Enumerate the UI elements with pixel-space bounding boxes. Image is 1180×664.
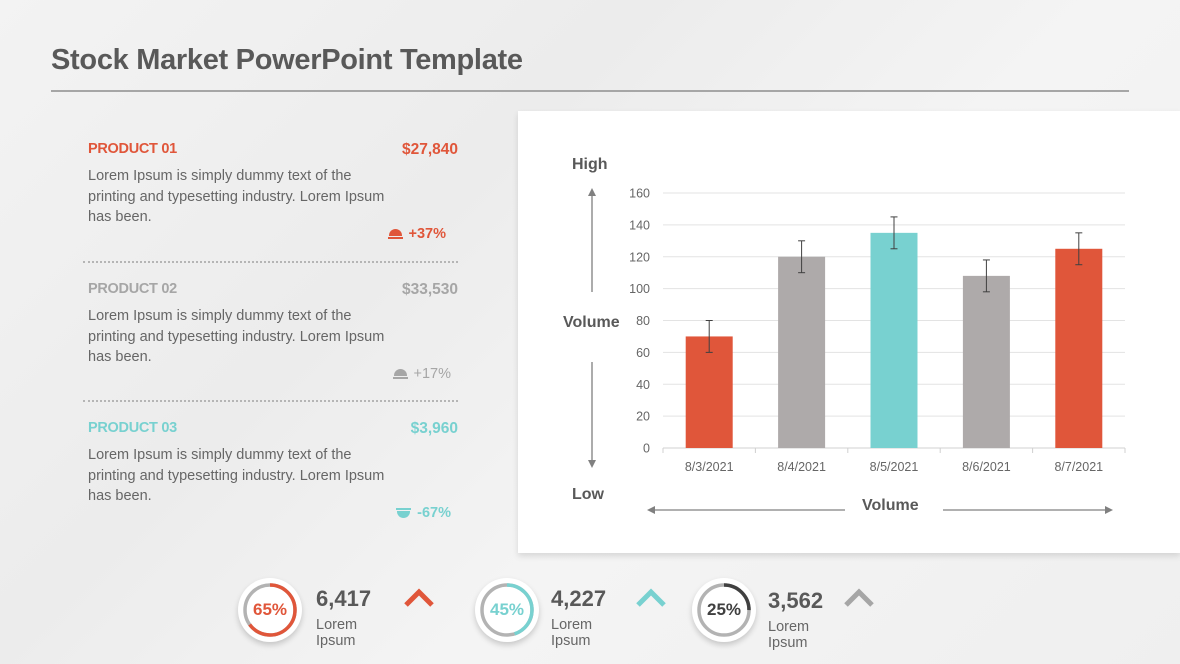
kpi-value: 3,562 bbox=[768, 588, 824, 613]
progress-ring: 45% bbox=[475, 578, 539, 642]
kpi-value: 6,417 bbox=[316, 586, 372, 611]
product-change: +17% bbox=[392, 366, 452, 382]
progress-ring: 25% bbox=[692, 578, 756, 642]
product-description: Lorem Ipsum is simply dummy text of the … bbox=[88, 308, 385, 365]
product-change: -67% bbox=[396, 505, 451, 521]
title-divider bbox=[51, 90, 1129, 92]
divider bbox=[83, 400, 458, 402]
product-name: PRODUCT 01 bbox=[88, 141, 177, 157]
low-label: Low bbox=[572, 486, 604, 503]
kpi-label: Lorem Ipsum bbox=[768, 619, 810, 651]
kpi-label: Lorem Ipsum bbox=[316, 617, 358, 649]
chart-panel bbox=[518, 111, 1180, 553]
divider bbox=[83, 261, 458, 263]
kpi-label: Lorem Ipsum bbox=[551, 617, 593, 649]
slide-title: Stock Market PowerPoint Template bbox=[51, 44, 523, 76]
product-description: Lorem Ipsum is simply dummy text of the … bbox=[88, 168, 385, 225]
product-price: $27,840 bbox=[401, 141, 458, 158]
product-name: PRODUCT 03 bbox=[88, 420, 177, 436]
x-axis-title: Volume bbox=[862, 497, 919, 514]
progress-percent: 65% bbox=[252, 600, 288, 619]
chevron-up-icon bbox=[636, 588, 666, 607]
product-change: +37% bbox=[387, 226, 447, 242]
trend-up-icon bbox=[387, 229, 403, 239]
chevron-up-icon bbox=[404, 588, 434, 607]
progress-percent: 45% bbox=[489, 600, 525, 619]
change-value: +37% bbox=[408, 226, 447, 242]
product-price: $3,960 bbox=[410, 420, 458, 437]
y-axis-title: Volume bbox=[563, 314, 620, 331]
product-name: PRODUCT 02 bbox=[88, 281, 177, 297]
trend-up-icon bbox=[392, 369, 408, 379]
change-value: +17% bbox=[413, 366, 452, 382]
product-price: $33,530 bbox=[401, 281, 458, 298]
high-label: High bbox=[572, 156, 608, 173]
change-value: -67% bbox=[417, 505, 451, 521]
product-description: Lorem Ipsum is simply dummy text of the … bbox=[88, 447, 385, 504]
kpi-value: 4,227 bbox=[551, 586, 607, 611]
progress-percent: 25% bbox=[706, 600, 742, 619]
trend-down-icon bbox=[396, 508, 412, 518]
progress-ring: 65% bbox=[238, 578, 302, 642]
chevron-up-icon bbox=[844, 588, 874, 607]
